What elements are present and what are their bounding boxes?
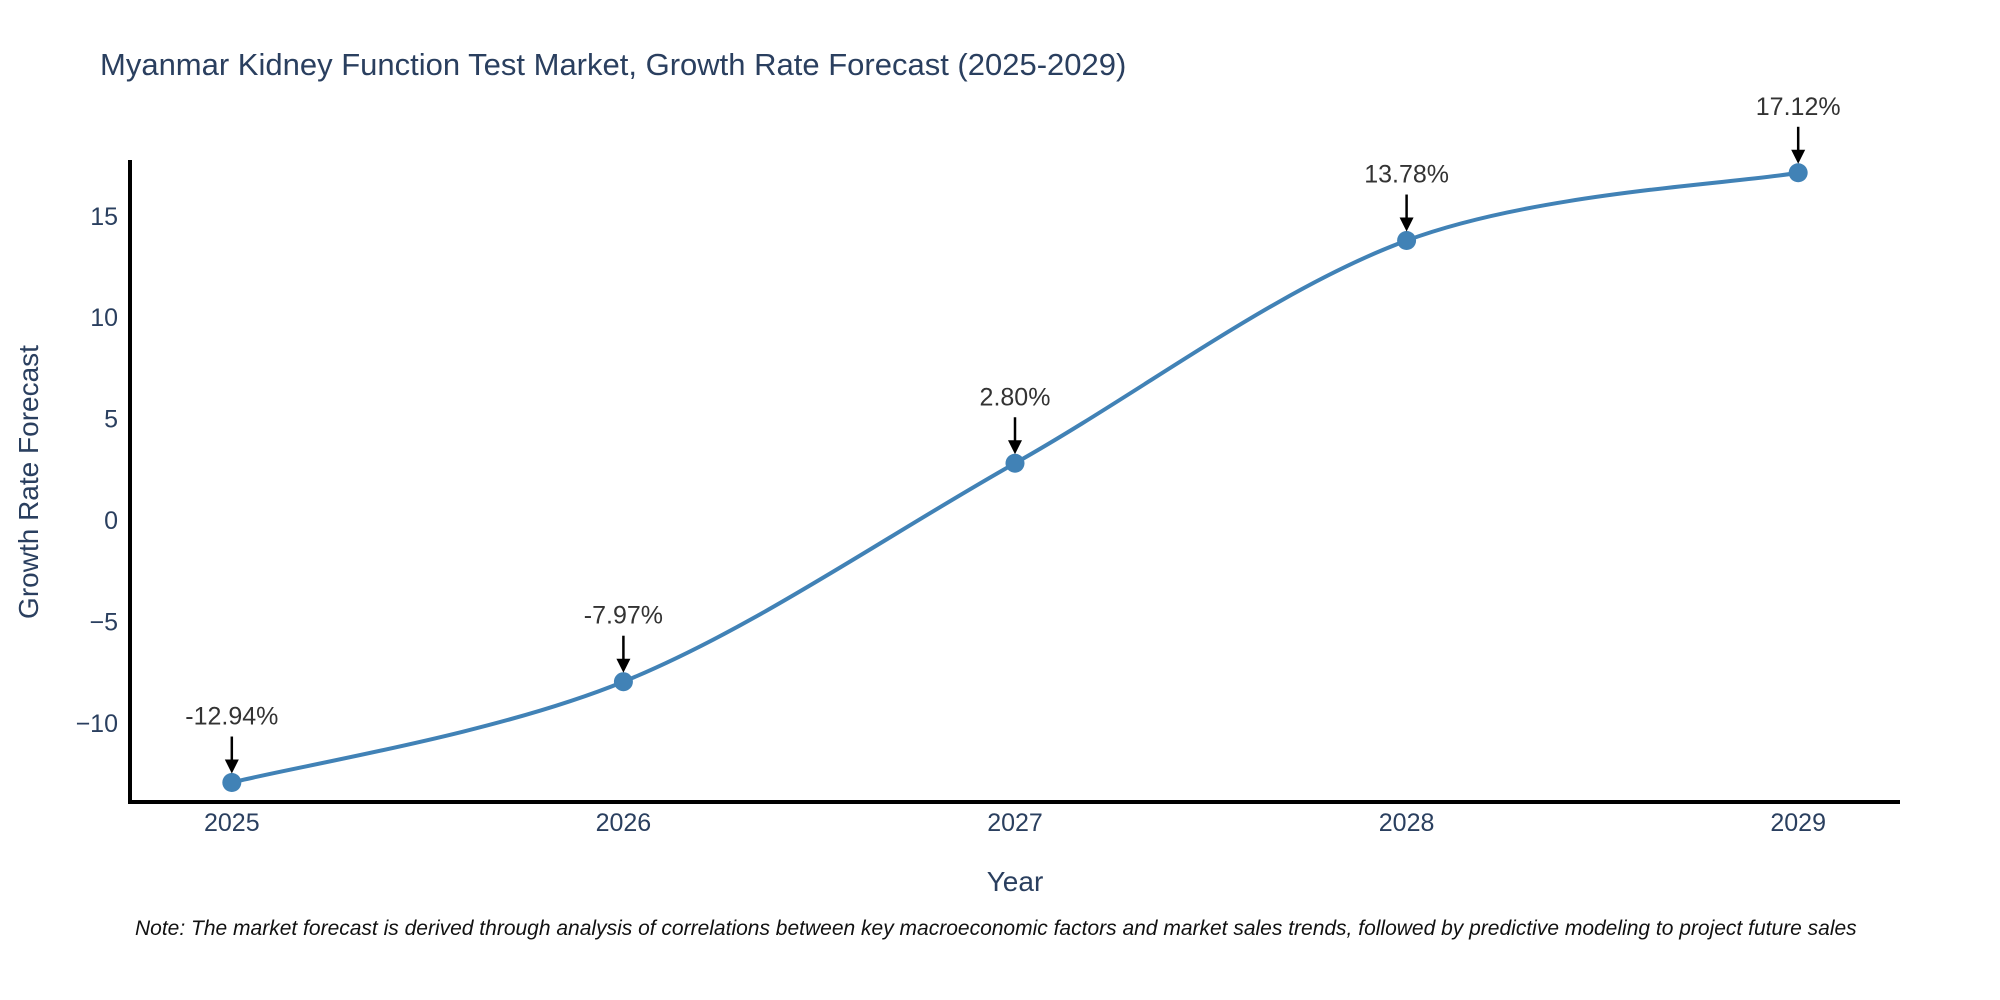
data-point-label: -7.97% [584,602,663,630]
annotation-arrowhead [616,658,631,673]
data-point-marker [1397,231,1417,251]
x-tick-label: 2028 [1379,809,1435,837]
y-tick-label: −5 [89,608,118,636]
annotation-arrowhead [1791,149,1806,164]
x-tick-label: 2027 [987,809,1043,837]
y-tick-label: −10 [76,710,118,738]
footnote: Note: The market forecast is derived thr… [135,917,1857,940]
data-point-marker [1005,453,1025,473]
x-axis-title: Year [986,866,1044,897]
y-tick-label: 5 [104,406,118,434]
data-point-marker [222,773,242,793]
annotation-arrowhead [1008,440,1022,455]
y-tick-label: 15 [90,203,118,231]
chart-title: Myanmar Kidney Function Test Market, Gro… [100,47,1127,82]
data-point-label: -12.94% [185,703,278,731]
y-tick-label: 0 [104,507,118,535]
data-point-label: 17.12% [1756,93,1841,121]
annotation-arrowhead [1399,217,1414,232]
x-tick-label: 2026 [596,809,652,837]
series-line [229,170,1801,785]
data-point-label: 13.78% [1364,161,1449,189]
data-point-label: 2.80% [980,383,1051,411]
x-tick-label: 2029 [1770,809,1826,837]
x-tick-label: 2025 [204,809,260,837]
annotation-arrowhead [224,759,239,774]
data-point-marker [1788,163,1808,183]
data-point-marker [613,672,633,692]
y-tick-label: 10 [90,304,118,332]
